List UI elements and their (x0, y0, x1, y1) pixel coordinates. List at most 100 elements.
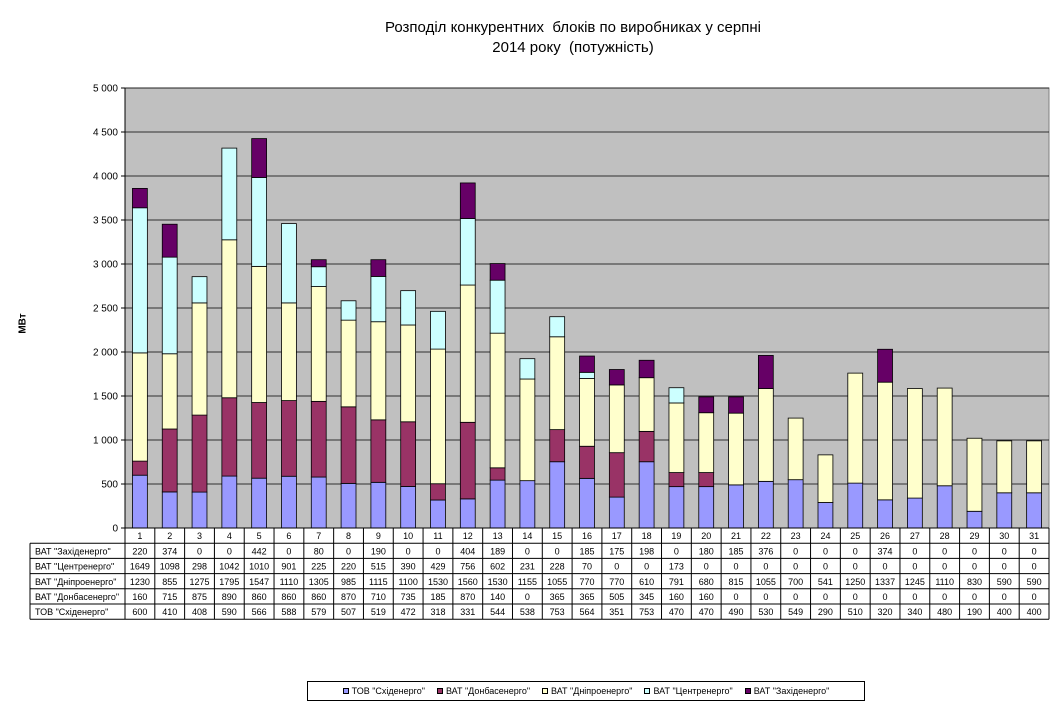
bar-segment-2 (370, 419, 387, 483)
table-cell: 0 (912, 592, 917, 602)
table-cell: 318 (430, 607, 445, 617)
x-tick-label: 25 (850, 531, 860, 541)
table-cell: 0 (674, 546, 679, 556)
table-cell: 544 (490, 607, 505, 617)
bar-segment-3 (996, 440, 1013, 494)
bar-segment-1 (221, 475, 238, 529)
table-cell: 390 (401, 562, 416, 572)
table-cell: 189 (490, 546, 505, 556)
table-cell: 505 (609, 592, 624, 602)
bar-segment-3 (340, 319, 357, 408)
table-cell: 472 (401, 607, 416, 617)
bar-segment-1 (757, 480, 774, 529)
table-cell: 715 (162, 592, 177, 602)
bar-segment-1 (996, 492, 1013, 529)
x-tick-label: 19 (671, 531, 681, 541)
table-cell: 1560 (458, 577, 478, 587)
legend-swatch (342, 688, 349, 694)
legend-item: ВАТ "Донбасенерго" (436, 686, 530, 696)
bar-segment-2 (191, 414, 208, 493)
table-cell: 0 (734, 592, 739, 602)
table-cell: 351 (609, 607, 624, 617)
x-tick-label: 23 (791, 531, 801, 541)
bar-segment-4 (519, 358, 536, 380)
table-cell: 507 (341, 607, 356, 617)
x-tick-label: 14 (522, 531, 532, 541)
table-cell: 0 (883, 562, 888, 572)
bar-segment-4 (579, 371, 595, 379)
table-cell: 0 (853, 592, 858, 602)
table-cell: 404 (460, 546, 475, 556)
table-cell: 0 (1002, 592, 1007, 602)
bar-segment-1 (1026, 492, 1042, 529)
bar-segment-3 (281, 302, 297, 401)
bar-segment-1 (489, 479, 506, 529)
table-row-label: ВАТ "Західенерго" (35, 546, 111, 556)
table-cell: 160 (699, 592, 714, 602)
table-row-label: ТОВ "Східенерго" (35, 607, 108, 617)
bar-segment-3 (907, 388, 923, 499)
table-cell: 0 (763, 562, 768, 572)
x-tick-label: 18 (642, 531, 652, 541)
y-tick-label: 1 000 (93, 436, 118, 447)
table-cell: 185 (729, 546, 744, 556)
table-cell: 0 (1002, 546, 1007, 556)
legend-label: ВАТ "Дніпроенерго" (551, 686, 633, 696)
legend-swatch (744, 688, 751, 694)
y-tick-label: 2 500 (93, 304, 118, 315)
table-cell: 0 (525, 546, 530, 556)
x-tick-label: 24 (820, 531, 830, 541)
bar-segment-1 (698, 486, 715, 529)
table-cell: 0 (972, 592, 977, 602)
table-cell: 190 (967, 607, 982, 617)
bar-segment-4 (221, 147, 238, 241)
table-cell: 756 (460, 562, 475, 572)
x-tick-label: 7 (316, 531, 321, 541)
y-tick-label: 1 500 (93, 392, 118, 403)
table-cell: 860 (281, 592, 296, 602)
legend-item: ВАТ "Центренерго" (644, 686, 733, 696)
x-tick-label: 4 (227, 531, 232, 541)
table-cell: 0 (823, 592, 828, 602)
bar-segment-1 (459, 498, 476, 529)
bar-segment-3 (251, 265, 267, 403)
x-tick-label: 12 (463, 531, 473, 541)
table-cell: 0 (793, 592, 798, 602)
table-cell: 180 (699, 546, 714, 556)
table-cell: 0 (1032, 546, 1037, 556)
x-tick-label: 27 (910, 531, 920, 541)
bar-segment-3 (847, 372, 864, 484)
table-cell: 228 (550, 562, 565, 572)
table-cell: 830 (967, 577, 982, 587)
table-cell: 374 (162, 546, 177, 556)
bar-segment-4 (430, 310, 446, 350)
bar-segment-2 (668, 472, 685, 488)
bar-segment-4 (161, 256, 178, 355)
table-cell: 0 (823, 546, 828, 556)
bar-segment-4 (281, 223, 297, 304)
table-cell: 860 (252, 592, 267, 602)
table-cell: 0 (793, 546, 798, 556)
table-cell: 566 (252, 607, 267, 617)
table-cell: 680 (699, 577, 714, 587)
table-cell: 1055 (756, 577, 776, 587)
table-cell: 1110 (935, 577, 954, 587)
table-cell: 0 (912, 562, 917, 572)
table-cell: 0 (883, 592, 888, 602)
table-cell: 735 (401, 592, 416, 602)
bar-segment-5 (579, 355, 595, 373)
table-cell: 610 (639, 577, 654, 587)
table-cell: 870 (460, 592, 475, 602)
table-cell: 538 (520, 607, 535, 617)
table-cell: 985 (341, 577, 356, 587)
table-cell: 1100 (398, 577, 417, 587)
bar-segment-3 (728, 412, 744, 486)
table-cell: 1110 (280, 577, 299, 587)
table-cell: 1155 (518, 577, 537, 587)
table-cell: 220 (132, 546, 147, 556)
bar-segment-3 (698, 412, 715, 473)
bar-segment-2 (340, 406, 357, 484)
bar-segment-3 (400, 324, 417, 423)
table-cell: 600 (132, 607, 147, 617)
table-cell: 80 (314, 546, 324, 556)
